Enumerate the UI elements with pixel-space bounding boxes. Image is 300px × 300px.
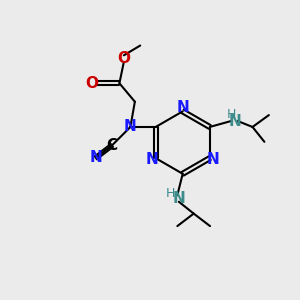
Text: H: H xyxy=(166,187,176,200)
Text: O: O xyxy=(117,51,130,66)
Text: N: N xyxy=(207,152,220,167)
Text: N: N xyxy=(146,152,158,167)
Text: N: N xyxy=(124,119,137,134)
Text: C: C xyxy=(106,138,118,153)
Text: N: N xyxy=(176,100,189,115)
Text: N: N xyxy=(172,191,185,206)
Text: H: H xyxy=(226,108,236,121)
Text: O: O xyxy=(85,76,98,91)
Text: N: N xyxy=(228,113,241,128)
Text: N: N xyxy=(89,150,102,165)
